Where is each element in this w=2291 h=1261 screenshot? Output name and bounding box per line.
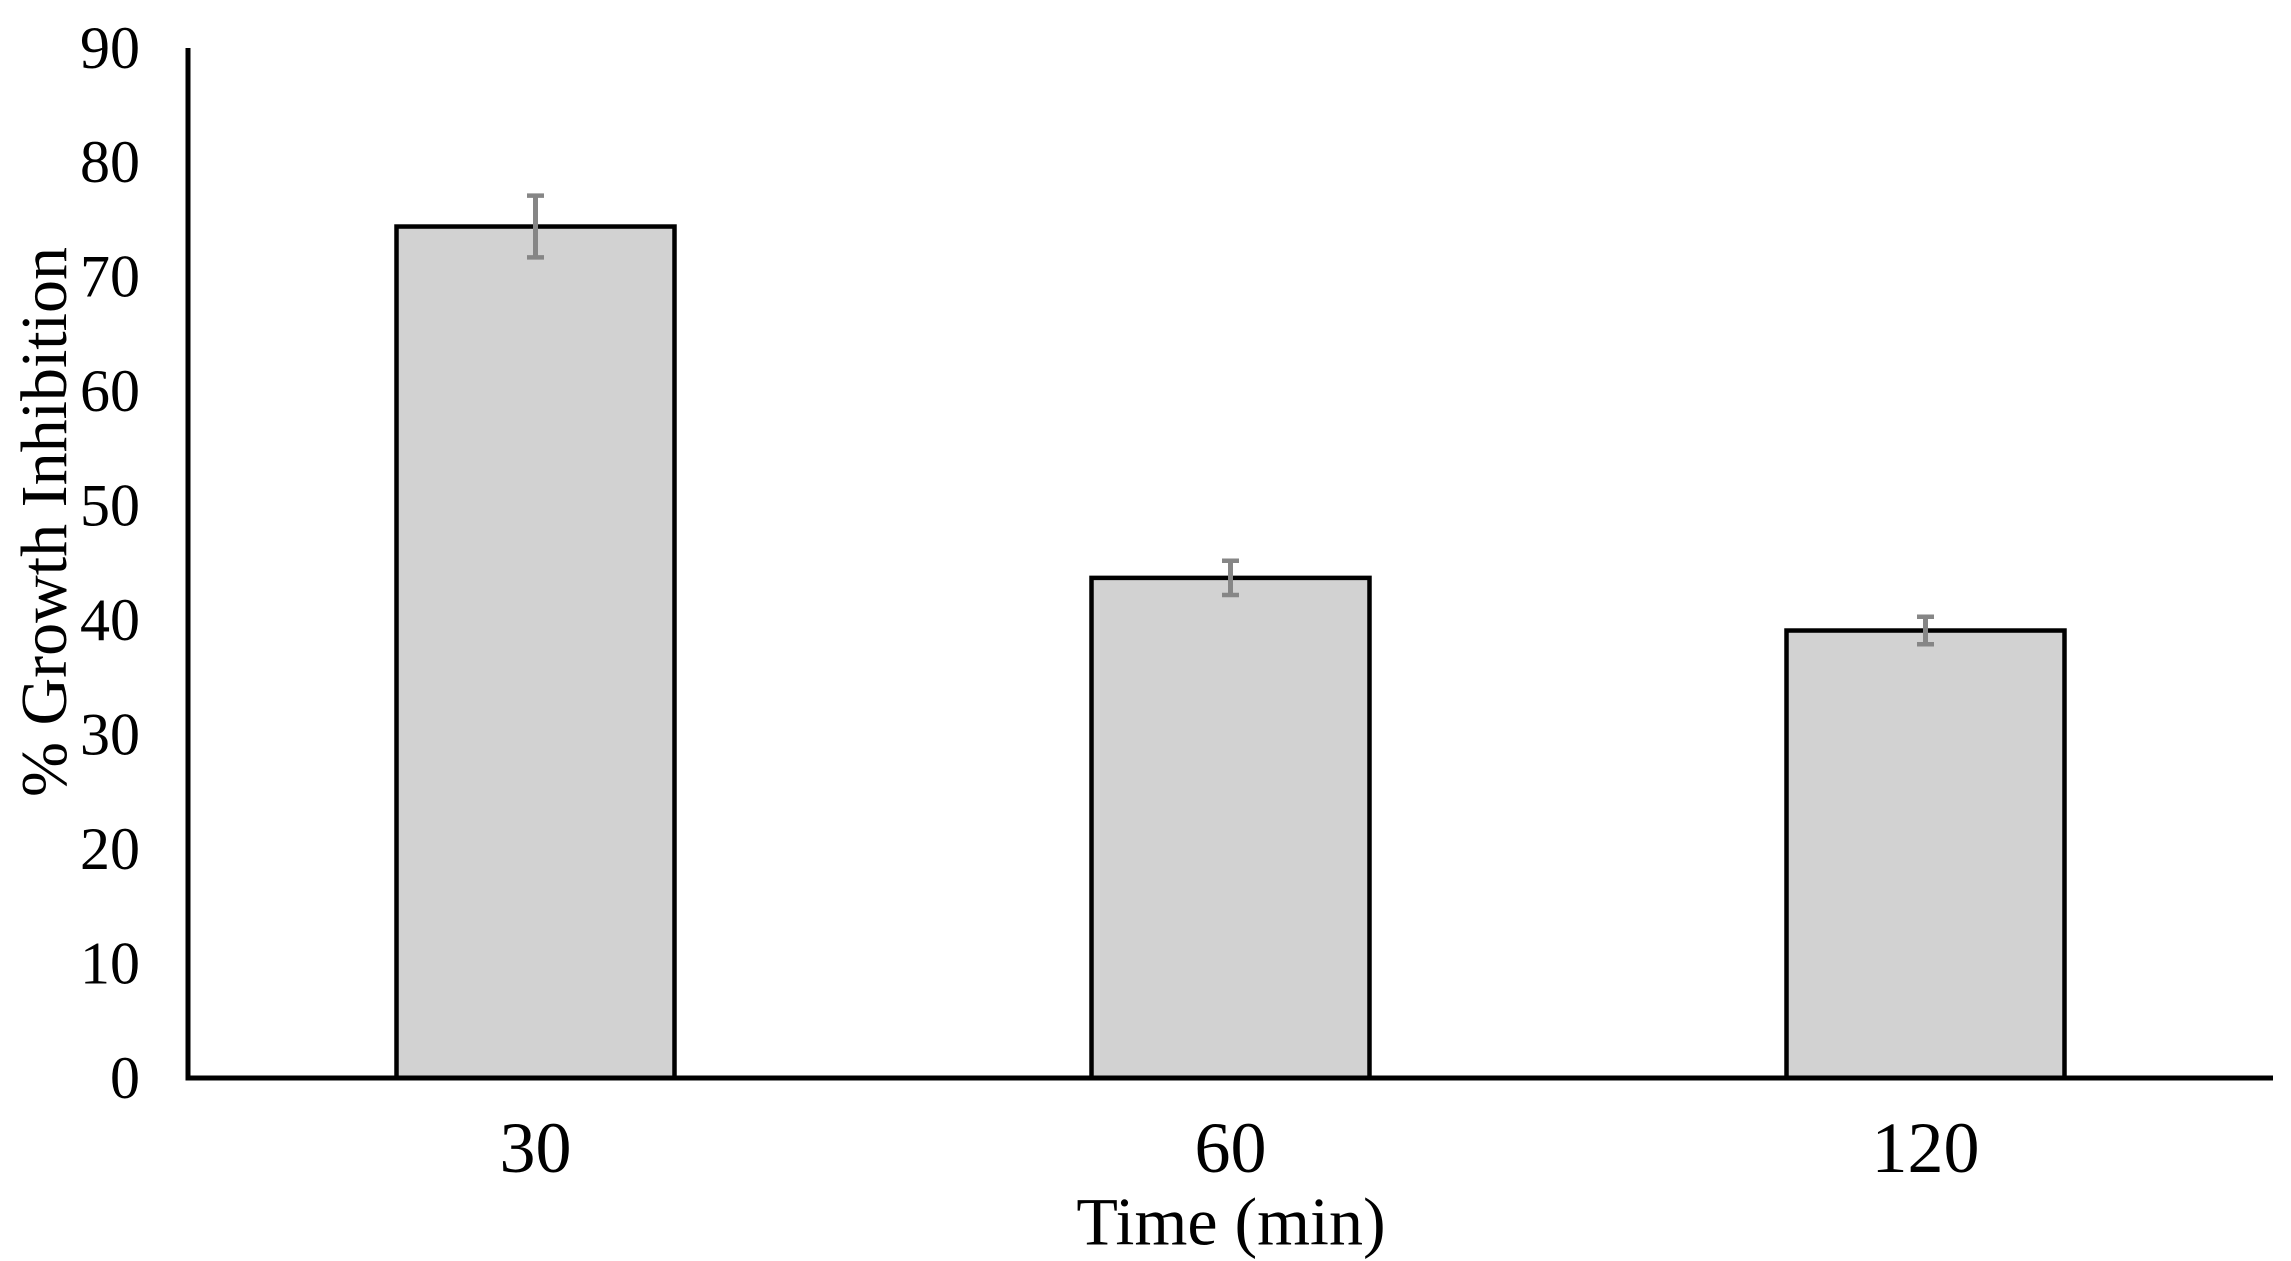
- y-tick-label: 20: [80, 816, 140, 882]
- error-bar: [527, 193, 544, 260]
- y-tick-label: 80: [80, 129, 140, 195]
- y-tick-label: 0: [110, 1045, 140, 1111]
- y-tick-label: 10: [80, 930, 140, 996]
- y-tick-label: 40: [80, 587, 140, 653]
- y-tick-label: 30: [80, 701, 140, 767]
- y-tick-label: 60: [80, 358, 140, 424]
- x-tick-label: 30: [500, 1108, 572, 1188]
- bar: [394, 224, 677, 1081]
- bar: [1089, 575, 1372, 1081]
- x-tick-label: 120: [1872, 1108, 1980, 1188]
- bar: [1784, 628, 2067, 1081]
- error-bar: [1917, 614, 1934, 647]
- x-tick-label: 60: [1195, 1108, 1267, 1188]
- error-bar: [1222, 558, 1239, 598]
- y-tick-label: 50: [80, 473, 140, 539]
- y-tick-label: 70: [80, 244, 140, 310]
- y-tick-label: 90: [80, 15, 140, 81]
- y-axis-title: % Growth Inhibition: [8, 247, 81, 797]
- x-axis-title: Time (min): [1076, 1183, 1386, 1260]
